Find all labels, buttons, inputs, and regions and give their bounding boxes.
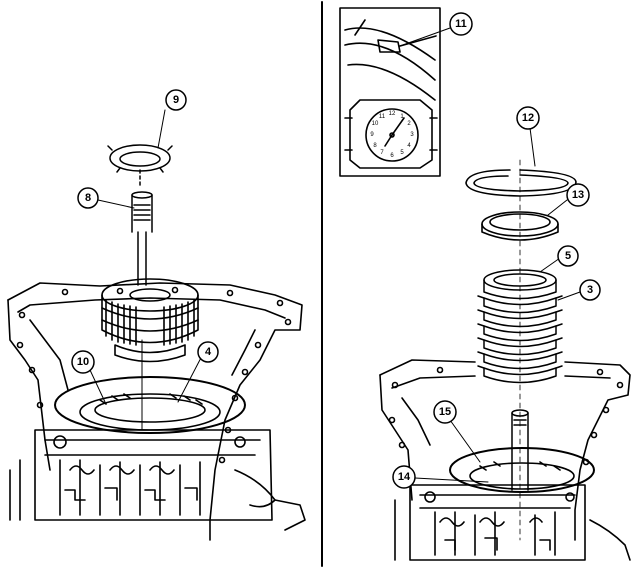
right-panel: [339, 7, 631, 561]
callout-14: 14: [392, 465, 416, 489]
clock-number-10: 10: [372, 121, 379, 127]
snap-ring: [465, 159, 577, 541]
left-leader-lines: [89, 109, 205, 403]
clock-numbers: 12 1 2 3 4 5 6 7 8 9 10 11: [370, 111, 414, 159]
callout-13: 13: [566, 183, 590, 207]
svg-text:13: 13: [572, 189, 584, 201]
callout-9: 9: [165, 89, 187, 111]
clock-number-2: 2: [407, 121, 411, 127]
left-panel: [7, 109, 306, 541]
callout-5: 5: [557, 245, 579, 267]
callout-3: 3: [579, 279, 601, 301]
clock-number-12: 12: [389, 111, 396, 117]
thrust-washer: [107, 144, 173, 186]
svg-text:10: 10: [77, 356, 89, 368]
callout-12: 12: [516, 106, 540, 130]
clock-number-11: 11: [379, 114, 386, 120]
shaft: [131, 191, 153, 431]
right-leader-lines: [414, 127, 581, 483]
callout-8: 8: [77, 187, 99, 209]
clutch-plate-stack: [477, 269, 563, 384]
clock-face: [365, 108, 419, 162]
callout-4: 4: [197, 341, 219, 363]
svg-text:5: 5: [565, 250, 571, 262]
clock-number-9: 9: [370, 132, 374, 138]
callout-11: 11: [449, 12, 473, 36]
clock-number-8: 8: [373, 143, 377, 149]
clock-number-5: 5: [400, 150, 404, 156]
callout-15: 15: [433, 400, 457, 424]
transmission-case-right: [379, 359, 631, 561]
pressure-plate: [481, 211, 559, 241]
clock-number-7: 7: [380, 150, 384, 156]
clock-number-4: 4: [407, 143, 411, 149]
transmission-case-left: [7, 282, 306, 541]
callout-10: 10: [71, 350, 95, 374]
svg-text:4: 4: [205, 346, 212, 358]
svg-text:9: 9: [173, 94, 179, 106]
clock-number-1: 1: [400, 114, 404, 120]
svg-text:11: 11: [455, 18, 467, 30]
clutch-drum: [101, 278, 199, 363]
clock-number-6: 6: [390, 153, 394, 159]
svg-text:12: 12: [522, 112, 534, 124]
inset-detail: [339, 7, 441, 177]
input-shaft: [511, 409, 529, 491]
svg-text:3: 3: [587, 284, 593, 296]
svg-text:14: 14: [398, 471, 411, 483]
svg-text:15: 15: [439, 406, 451, 418]
svg-text:8: 8: [85, 192, 91, 204]
clock-number-3: 3: [410, 132, 414, 138]
